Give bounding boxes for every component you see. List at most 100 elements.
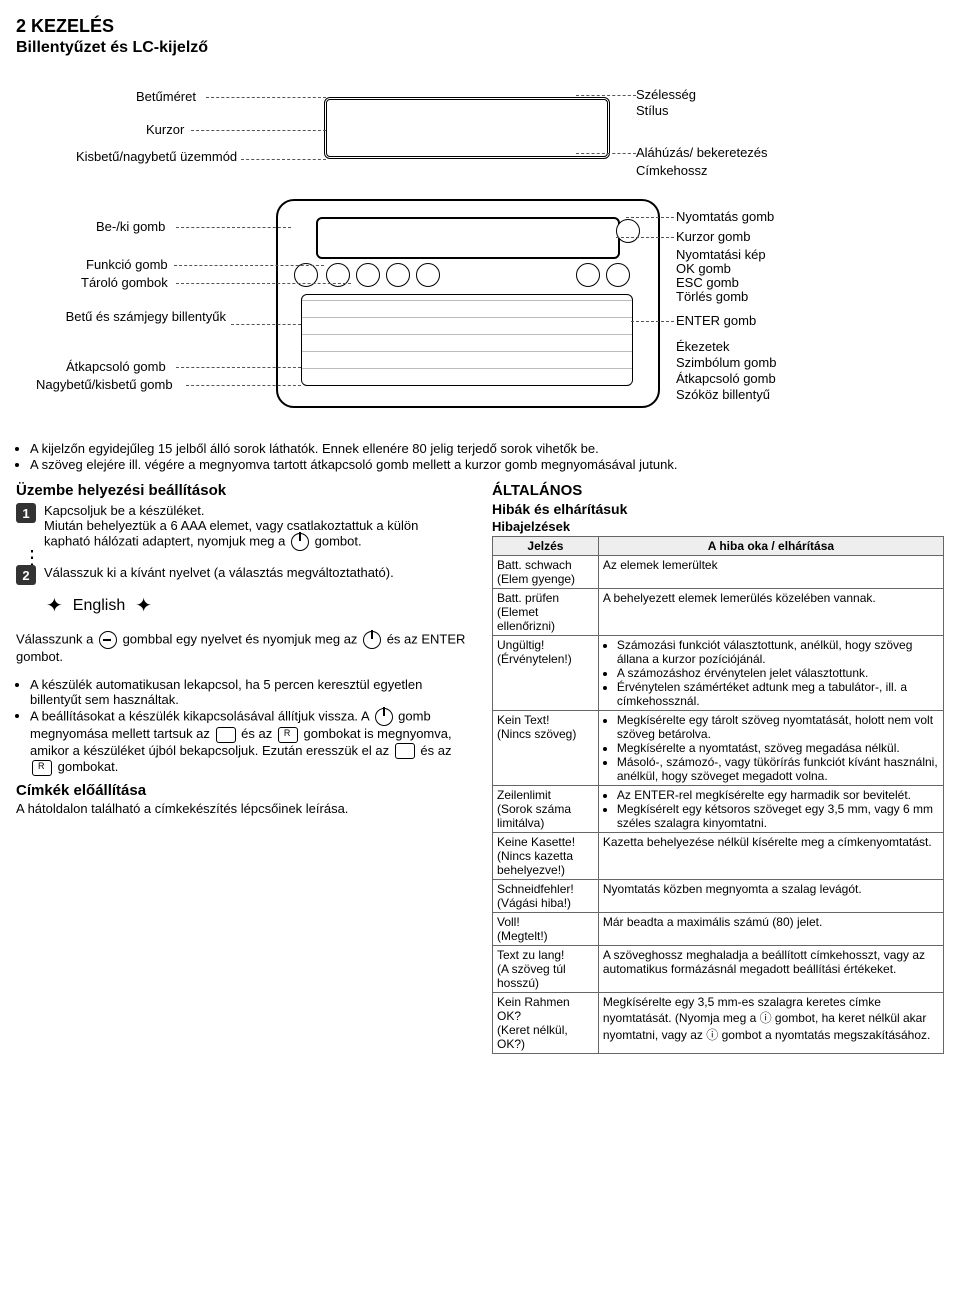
table-row: Text zu lang! (A szöveg túl hosszú)A szö… bbox=[493, 946, 944, 993]
selb: gombbal egy nyelvet és nyomjuk meg az bbox=[123, 631, 358, 646]
lbl-onoff: Be-/ki gomb bbox=[96, 219, 165, 234]
signal-cell: Kein Text! (Nincs szöveg) bbox=[493, 711, 599, 786]
lbl-func: Funkció gomb bbox=[86, 257, 168, 272]
note-2: A szöveg elejére ill. végére a megnyomva… bbox=[30, 457, 944, 472]
lbl-esc: ESC gomb bbox=[676, 275, 739, 290]
lbl-szelesseg: Szélesség bbox=[636, 87, 696, 102]
lbl-kurzor: Kurzor bbox=[146, 122, 184, 137]
startup-title: Üzembe helyezési beállítások bbox=[16, 482, 468, 499]
star-left-icon: ✦ bbox=[46, 593, 63, 618]
signal-cell: Schneidfehler! (Vágási hiba!) bbox=[493, 880, 599, 913]
sela: Válasszunk a bbox=[16, 631, 93, 646]
table-row: Kein Text! (Nincs szöveg)Megkísérelte eg… bbox=[493, 711, 944, 786]
step1-a: Kapcsoljuk be a készüléket. bbox=[44, 503, 204, 518]
cause-cell: Az elemek lemerültek bbox=[598, 556, 943, 589]
english-label: English bbox=[73, 597, 125, 615]
cause-cell: Megkísérelte egy tárolt szöveg nyomtatás… bbox=[598, 711, 943, 786]
signal-cell: Batt. schwach (Elem gyenge) bbox=[493, 556, 599, 589]
table-row: Kein Rahmen OK? (Keret nélkül, OK?)Megkí… bbox=[493, 993, 944, 1054]
step-2-badge: 2 bbox=[16, 565, 36, 585]
section-title: 2 KEZELÉS bbox=[16, 16, 944, 37]
table-row: Keine Kasette! (Nincs kazetta behelyezve… bbox=[493, 833, 944, 880]
table-row: Voll! (Megtelt!)Már beadta a maximális s… bbox=[493, 913, 944, 946]
cause-cell: Az ENTER-rel megkísérelte egy harmadik s… bbox=[598, 786, 943, 833]
r-box-icon bbox=[278, 727, 298, 743]
ok-icon bbox=[363, 631, 381, 649]
lbl-symbol: Szimbólum gomb bbox=[676, 355, 776, 370]
general-title: ÁLTALÁNOS bbox=[492, 482, 944, 499]
cause-cell: Megkísérelte egy 3,5 mm-es szalagra kere… bbox=[598, 993, 943, 1054]
section-subtitle: Billentyűzet és LC-kijelző bbox=[16, 39, 944, 57]
left-column: Üzembe helyezési beállítások 1 Kapcsolju… bbox=[16, 476, 468, 1054]
signal-cell: Zeilenlimit (Sorok száma limitálva) bbox=[493, 786, 599, 833]
step-divider: ⋮ bbox=[22, 555, 468, 561]
cause-cell: Kazetta behelyezése nélkül kísérelte meg… bbox=[598, 833, 943, 880]
power-icon-2 bbox=[375, 708, 393, 726]
lbl-underline: Aláhúzás/ bekeretezés bbox=[636, 145, 768, 160]
power-icon bbox=[291, 533, 309, 551]
lbl-betumeret: Betűméret bbox=[136, 89, 196, 104]
signal-cell: Ungültig! (Érvénytelen!) bbox=[493, 636, 599, 711]
english-display: ✦ English ✦ bbox=[46, 593, 468, 618]
errors-sub: Hibák és elhárításuk bbox=[492, 501, 944, 517]
table-row: Batt. prüfen (Elemet ellenőrizni)A behel… bbox=[493, 589, 944, 636]
reset-inst: A beállításokat a készülék kikapcsolásáv… bbox=[30, 708, 468, 776]
step2-text: Válasszuk ki a kívánt nyelvet (a választ… bbox=[44, 565, 394, 585]
lbl-case-mode: Kisbetű/nagybetű üzemmód bbox=[76, 149, 236, 164]
lbl-space: Szóköz billentyű bbox=[676, 387, 770, 402]
signal-cell: Kein Rahmen OK? (Keret nélkül, OK?) bbox=[493, 993, 599, 1054]
auto-off: A készülék automatikusan lekapcsol, ha 5… bbox=[30, 677, 468, 707]
lcd-diagram: Betűméret Kurzor Kisbetű/nagybetű üzemmó… bbox=[16, 67, 916, 187]
cause-cell: Számozási funkciót választottunk, anélkü… bbox=[598, 636, 943, 711]
lbl-keys: Betű és számjegy billentyűk bbox=[46, 309, 226, 324]
lbl-ok: OK gomb bbox=[676, 261, 731, 276]
table-row: Zeilenlimit (Sorok száma limitálva)Az EN… bbox=[493, 786, 944, 833]
box-icon-2 bbox=[395, 743, 415, 759]
signal-cell: Keine Kasette! (Nincs kazetta behelyezve… bbox=[493, 833, 599, 880]
lbl-del: Törlés gomb bbox=[676, 289, 748, 304]
star-right-icon: ✦ bbox=[135, 593, 152, 618]
note-1: A kijelzőn egyidejűleg 15 jelből álló so… bbox=[30, 441, 944, 456]
cause-cell: A behelyezett elemek lemerülés közelében… bbox=[598, 589, 943, 636]
b2e: és az bbox=[420, 743, 451, 758]
lbl-labellen: Címkehossz bbox=[636, 163, 708, 178]
error-table: Jelzés A hiba oka / elhárítása Batt. sch… bbox=[492, 536, 944, 1054]
b2f: gombokat. bbox=[58, 759, 119, 774]
labels-title: Címkék előállítása bbox=[16, 782, 468, 799]
step1-c: gombot. bbox=[315, 533, 362, 548]
step-1-badge: 1 bbox=[16, 503, 36, 523]
cause-cell: A szöveghossz meghaladja a beállított cí… bbox=[598, 946, 943, 993]
step-1: 1 Kapcsoljuk be a készüléket. Miután beh… bbox=[16, 503, 468, 551]
lbl-caps: Nagybetű/kisbetű gomb bbox=[36, 377, 173, 392]
error-table-title: Hibajelzések bbox=[492, 519, 944, 534]
right-column: ÁLTALÁNOS Hibák és elhárításuk Hibajelzé… bbox=[492, 476, 944, 1054]
lbl-print: Nyomtatás gomb bbox=[676, 209, 774, 224]
startup-bullets: A készülék automatikusan lekapcsol, ha 5… bbox=[16, 677, 468, 776]
lbl-shift: Átkapcsoló gomb bbox=[66, 359, 166, 374]
th-signal: Jelzés bbox=[493, 537, 599, 556]
device-diagram: Be-/ki gomb Funkció gomb Tároló gombok B… bbox=[16, 199, 916, 429]
select-line: Válasszunk a gombbal egy nyelvet és nyom… bbox=[16, 631, 468, 664]
table-row: Batt. schwach (Elem gyenge)Az elemek lem… bbox=[493, 556, 944, 589]
table-row: Ungültig! (Érvénytelen!)Számozási funkci… bbox=[493, 636, 944, 711]
b2a: A beállításokat a készülék kikapcsolásáv… bbox=[30, 708, 369, 723]
lbl-accent: Ékezetek bbox=[676, 339, 729, 354]
cause-cell: Nyomtatás közben megnyomta a szalag levá… bbox=[598, 880, 943, 913]
signal-cell: Voll! (Megtelt!) bbox=[493, 913, 599, 946]
labels-text: A hátoldalon található a címkekészítés l… bbox=[16, 801, 468, 816]
signal-cell: Batt. prüfen (Elemet ellenőrizni) bbox=[493, 589, 599, 636]
r-box-icon-2 bbox=[32, 760, 52, 776]
lbl-enter: ENTER gomb bbox=[676, 313, 756, 328]
lbl-cursorbtn: Kurzor gomb bbox=[676, 229, 750, 244]
cause-cell: Már beadta a maximális számú (80) jelet. bbox=[598, 913, 943, 946]
cursor-icon bbox=[99, 631, 117, 649]
box-icon-1 bbox=[216, 727, 236, 743]
step1-b: Miután behelyeztük a 6 AAA elemet, vagy … bbox=[44, 518, 418, 548]
lbl-shift2: Átkapcsoló gomb bbox=[676, 371, 776, 386]
lbl-stilus: Stílus bbox=[636, 103, 669, 118]
th-cause: A hiba oka / elhárítása bbox=[598, 537, 943, 556]
display-notes: A kijelzőn egyidejűleg 15 jelből álló so… bbox=[16, 441, 944, 472]
step-2: 2 Válasszuk ki a kívánt nyelvet (a válas… bbox=[16, 565, 468, 585]
b2c: és az bbox=[241, 726, 272, 741]
signal-cell: Text zu lang! (A szöveg túl hosszú) bbox=[493, 946, 599, 993]
